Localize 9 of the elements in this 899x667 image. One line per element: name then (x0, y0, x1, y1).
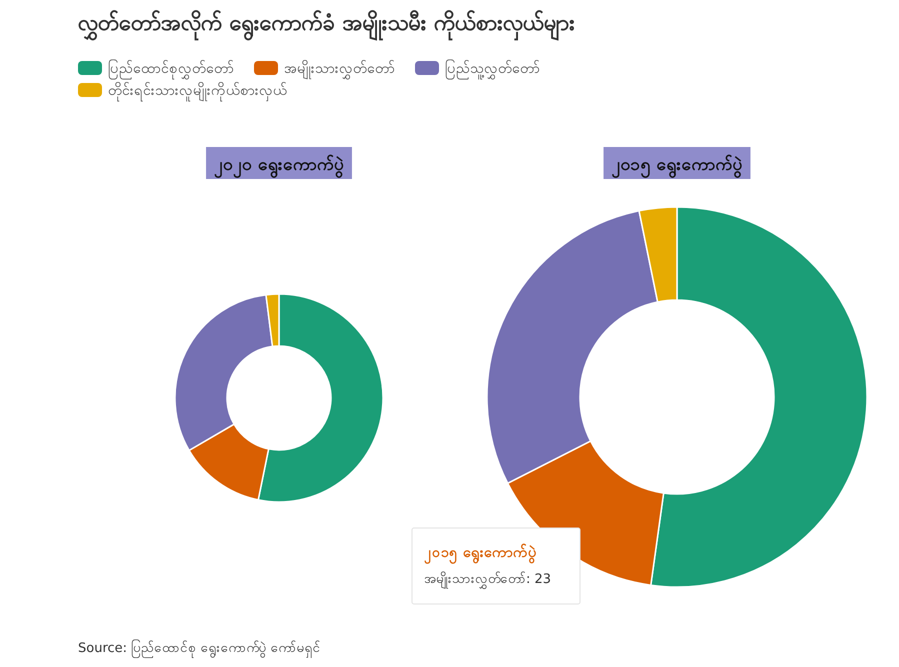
tooltip: ၂၀၁၅ ရွေးကောက်ပွဲ အမျိုးသားလွှတ်တော်: 23 (412, 528, 580, 604)
chart-title: ၂၀၁၅ ရွေးကောက်ပွဲ (612, 154, 742, 179)
legend-label: ပြည်ထောင်စုလွှတ်တော် (108, 60, 234, 79)
source-note: Source: ပြည်ထောင်စု ရွေးကောက်ပွဲ ကော်မရှင် (78, 639, 320, 658)
legend-label: အမျိုးသားလွှတ်တော် (284, 61, 395, 79)
legend-label: တိုင်းရင်းသားလူမျိုးကိုယ်စားလှယ် (108, 83, 287, 101)
chart-title: လွှတ်တော်အလိုက် ရွေးကောက်ခံ အမျိုးသမီး ကိုယ်စားလှယ်များ (78, 9, 575, 41)
legend-label: ပြည်သူ့လွှတ်တော် (445, 60, 540, 79)
text: ၂၀၂၀ ရွေးကောက်ပွဲ (214, 154, 344, 179)
